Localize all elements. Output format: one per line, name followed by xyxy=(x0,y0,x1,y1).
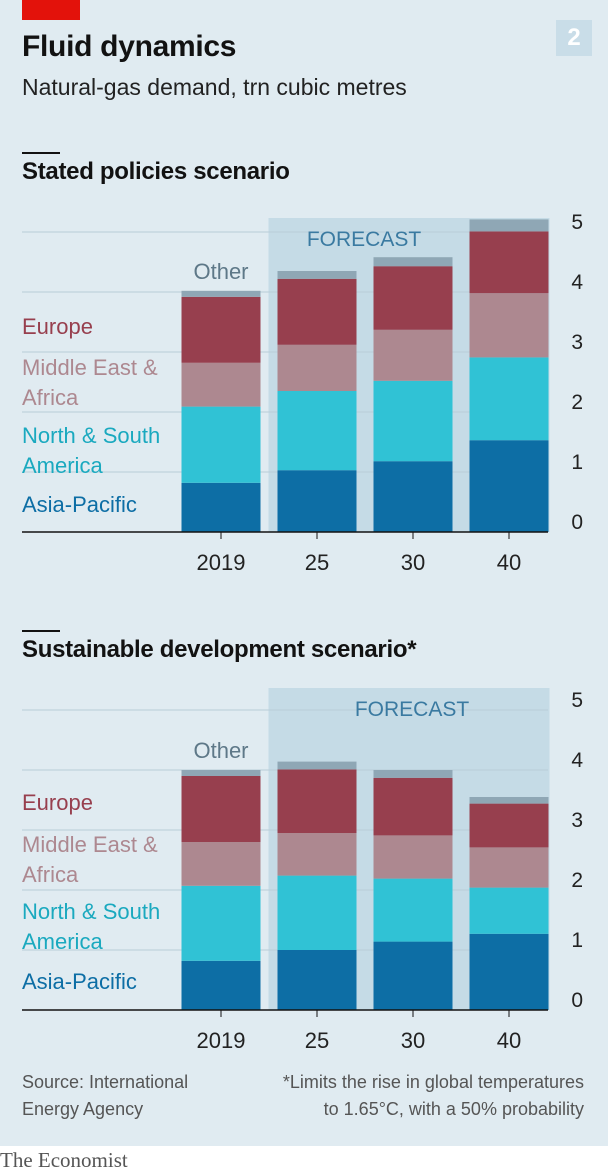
bar-europe-2019 xyxy=(181,296,261,363)
y-tick-label: 1 xyxy=(571,451,583,474)
bar-middle-east-africa-25 xyxy=(277,344,357,391)
y-tick-label: 3 xyxy=(571,331,583,354)
forecast-label: FORECAST xyxy=(307,228,422,251)
x-tick-label: 30 xyxy=(401,1028,425,1053)
bar-middle-east-africa-2019 xyxy=(181,842,261,886)
bar-north-south-america-30 xyxy=(373,380,453,462)
x-tick-label: 30 xyxy=(401,550,425,575)
bar-other-25 xyxy=(277,761,357,770)
bar-other-30 xyxy=(373,770,453,778)
panel-rule xyxy=(22,630,60,632)
source-note: Source: International Energy Agency xyxy=(22,1069,188,1123)
y-tick-label: 2 xyxy=(571,391,583,414)
bar-middle-east-africa-2019 xyxy=(181,362,261,407)
brand-wordmark: The Economist xyxy=(0,1148,128,1172)
legend-americas: North & South America xyxy=(22,899,161,954)
bar-middle-east-africa-40 xyxy=(469,847,549,888)
bar-asia-pacific-40 xyxy=(469,933,549,1010)
bar-europe-40 xyxy=(469,231,549,294)
y-tick-label: 3 xyxy=(571,809,583,832)
bar-asia-pacific-40 xyxy=(469,440,549,532)
legend-asia-pacific: Asia-Pacific xyxy=(22,492,137,517)
source-line: Source: International xyxy=(22,1072,189,1092)
bar-middle-east-africa-30 xyxy=(373,835,453,879)
bar-asia-pacific-25 xyxy=(277,470,357,532)
bar-middle-east-africa-30 xyxy=(373,329,453,381)
bar-europe-30 xyxy=(373,266,453,330)
x-tick-label: 2019 xyxy=(197,1028,246,1053)
bar-north-south-america-25 xyxy=(277,875,357,950)
bar-asia-pacific-2019 xyxy=(181,960,261,1010)
chart-title: Fluid dynamics xyxy=(22,30,237,63)
bar-europe-25 xyxy=(277,769,357,833)
y-tick-label: 2 xyxy=(571,869,583,892)
bar-other-40 xyxy=(469,219,549,232)
stacked-bar-chart: 0 1 2 3 4 5 FORECAST 2019 25 30 40 Other xyxy=(22,688,583,1053)
bar-other-40 xyxy=(469,797,549,804)
footnote: *Limits the rise in global temperatures … xyxy=(283,1069,584,1123)
bar-other-2019 xyxy=(181,770,261,776)
bar-asia-pacific-2019 xyxy=(181,482,261,532)
x-tick-label: 2019 xyxy=(197,550,246,575)
chart-card: 2 Fluid dynamics Natural-gas demand, trn… xyxy=(0,0,608,1146)
footnote-line: *Limits the rise in global temperatures xyxy=(282,1072,584,1092)
bar-north-south-america-2019 xyxy=(181,885,261,961)
chart-subtitle: Natural-gas demand, trn cubic metres xyxy=(22,74,407,100)
bar-europe-30 xyxy=(373,777,453,836)
bar-middle-east-africa-40 xyxy=(469,293,549,358)
x-tick-label: 25 xyxy=(305,1028,329,1053)
y-tick-label: 5 xyxy=(571,689,583,712)
bar-north-south-america-40 xyxy=(469,357,549,441)
legend-other: Other xyxy=(193,259,248,284)
panel-rule xyxy=(22,152,60,154)
y-tick-label: 4 xyxy=(571,749,583,772)
sustainable-development-panel: Sustainable development scenario* 0 1 2 3 4 5… xyxy=(0,630,608,1070)
forecast-label: FORECAST xyxy=(355,698,470,721)
legend-middle-east-africa: Middle East & Africa xyxy=(22,832,158,887)
legend-europe: Europe xyxy=(22,790,93,815)
x-tick-label: 40 xyxy=(497,1028,521,1053)
y-tick-label: 5 xyxy=(571,211,583,234)
bar-other-30 xyxy=(373,257,453,267)
panel-title: Stated policies scenario xyxy=(22,158,290,185)
source-line: Energy Agency xyxy=(22,1099,144,1119)
bar-other-2019 xyxy=(181,290,261,297)
chart-number-badge: 2 xyxy=(556,20,592,56)
bar-north-south-america-30 xyxy=(373,878,453,942)
footnote-line: to 1.65°C, with a 50% probability xyxy=(323,1099,584,1119)
bar-asia-pacific-25 xyxy=(277,950,357,1010)
bar-middle-east-africa-25 xyxy=(277,833,357,876)
bar-europe-2019 xyxy=(181,776,261,842)
y-tick-label: 0 xyxy=(571,511,583,534)
bar-north-south-america-2019 xyxy=(181,406,261,483)
bar-other-25 xyxy=(277,271,357,279)
panel-title: Sustainable development scenario* xyxy=(22,636,417,663)
legend-americas: North & South America xyxy=(22,423,161,478)
bar-europe-25 xyxy=(277,278,357,345)
bar-north-south-america-25 xyxy=(277,391,357,471)
bar-asia-pacific-30 xyxy=(373,941,453,1010)
stacked-bar-chart: 0 1 2 3 4 5 FORECAST 2019 25 30 40 Other xyxy=(22,211,583,575)
bar-asia-pacific-30 xyxy=(373,461,453,532)
y-tick-label: 0 xyxy=(571,989,583,1012)
x-tick-label: 25 xyxy=(305,550,329,575)
brand-tag xyxy=(22,0,80,20)
y-tick-label: 4 xyxy=(571,271,583,294)
legend-asia-pacific: Asia-Pacific xyxy=(22,969,137,994)
legend-other: Other xyxy=(193,738,248,763)
bar-europe-40 xyxy=(469,803,549,848)
bar-north-south-america-40 xyxy=(469,887,549,934)
stated-policies-panel: Stated policies scenario 0 1 2 3 4 5 FORECAST 2… xyxy=(0,152,608,592)
x-tick-label: 40 xyxy=(497,550,521,575)
legend-middle-east-africa: Middle East & Africa xyxy=(22,355,158,410)
y-tick-label: 1 xyxy=(571,929,583,952)
legend-europe: Europe xyxy=(22,314,93,339)
